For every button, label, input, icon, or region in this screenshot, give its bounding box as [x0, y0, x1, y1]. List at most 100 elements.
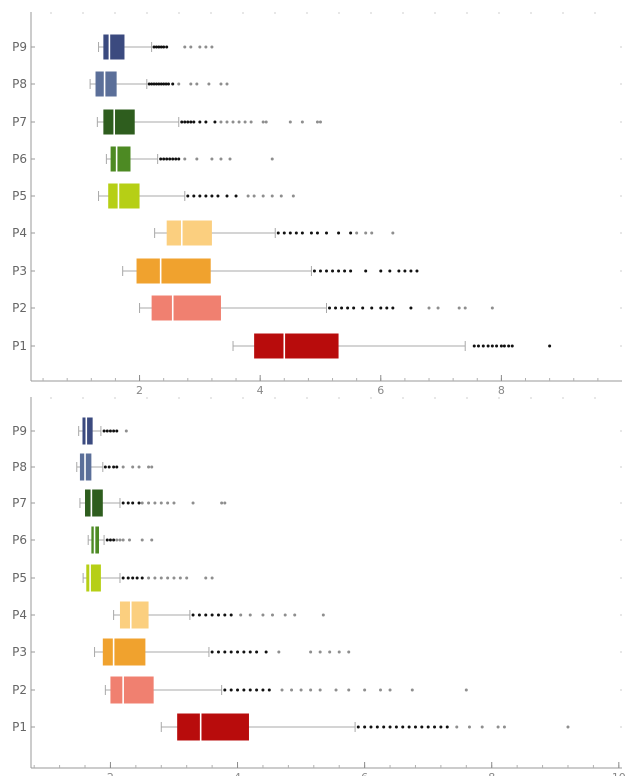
box-p8: P8	[12, 71, 229, 97]
outlier-point	[102, 429, 106, 433]
outlier-point	[370, 231, 374, 235]
outlier-point	[197, 613, 201, 617]
iqr-box	[166, 220, 212, 246]
outlier-point	[261, 613, 265, 617]
outlier-point	[401, 725, 405, 729]
outlier-point	[280, 688, 284, 692]
outlier-point	[347, 688, 351, 692]
outlier-point	[270, 157, 274, 161]
iqr-box	[95, 71, 117, 97]
outlier-point	[223, 688, 227, 692]
outlier-point	[436, 306, 440, 310]
box-p6: P6	[12, 146, 274, 172]
outlier-point	[312, 269, 316, 273]
iqr-box	[254, 333, 339, 359]
outlier-point	[242, 688, 246, 692]
outlier-point	[261, 688, 265, 692]
outlier-point	[496, 725, 500, 729]
outlier-point	[379, 269, 383, 273]
outlier-point	[147, 501, 151, 505]
category-label: P9	[12, 424, 27, 438]
outlier-point	[183, 45, 187, 49]
box-p4: P4	[12, 601, 325, 629]
outlier-point	[186, 194, 190, 198]
box-p1: P1	[12, 333, 552, 359]
outlier-point	[137, 465, 141, 469]
box-p6: P6	[12, 526, 154, 554]
outlier-point	[225, 194, 229, 198]
category-label: P2	[12, 301, 27, 315]
outlier-point	[375, 725, 379, 729]
outlier-point	[382, 725, 386, 729]
outlier-point	[261, 120, 265, 124]
outlier-point	[162, 82, 166, 86]
outlier-point	[510, 344, 514, 348]
outlier-point	[103, 465, 107, 469]
outlier-point	[204, 45, 208, 49]
outlier-point	[388, 688, 392, 692]
outlier-point	[248, 650, 252, 654]
iqr-box	[177, 713, 249, 741]
outlier-point	[315, 231, 319, 235]
chart-panel-1: 2 4 6 8 P9 P8 P7 P6 P5 P4 P3 P2 P1	[12, 12, 622, 397]
outlier-point	[147, 82, 151, 86]
outlier-point	[191, 613, 195, 617]
outlier-point	[288, 231, 292, 235]
outlier-point	[364, 269, 368, 273]
outlier-point	[486, 344, 490, 348]
x-tick-label: 10	[612, 771, 626, 776]
outlier-point	[270, 613, 274, 617]
outlier-point	[180, 120, 184, 124]
outlier-point	[216, 650, 220, 654]
category-label: P6	[12, 152, 27, 166]
outlier-point	[162, 157, 166, 161]
outlier-point	[165, 45, 169, 49]
outlier-point	[177, 82, 181, 86]
outlier-point	[270, 194, 274, 198]
outlier-point	[379, 306, 383, 310]
outlier-point	[225, 82, 229, 86]
outlier-point	[189, 82, 193, 86]
outlier-point	[164, 82, 168, 86]
outlier-point	[112, 429, 116, 433]
outlier-point	[210, 45, 214, 49]
outlier-point	[140, 501, 144, 505]
iqr-box	[86, 564, 101, 592]
outlier-point	[325, 269, 328, 273]
outlier-point	[150, 465, 154, 469]
outlier-point	[137, 501, 141, 505]
outlier-point	[507, 344, 511, 348]
outlier-point	[249, 120, 253, 124]
outlier-point	[154, 45, 158, 49]
outlier-point	[467, 725, 471, 729]
outlier-point	[410, 688, 414, 692]
outlier-point	[210, 194, 214, 198]
outlier-point	[183, 120, 187, 124]
outlier-point	[276, 231, 280, 235]
box-p8: P8	[12, 453, 154, 481]
outlier-point	[223, 613, 227, 617]
outlier-point	[252, 194, 256, 198]
x-tick-label: 2	[136, 384, 143, 397]
outlier-point	[153, 576, 157, 580]
outlier-point	[159, 45, 163, 49]
outlier-point	[121, 576, 125, 580]
outlier-point	[420, 725, 424, 729]
outlier-point	[108, 429, 112, 433]
outlier-point	[407, 725, 411, 729]
box-p9: P9	[12, 34, 214, 60]
outlier-point	[229, 650, 233, 654]
outlier-point	[219, 82, 223, 86]
outlier-point	[115, 465, 119, 469]
outlier-point	[177, 157, 181, 161]
outlier-point	[455, 725, 459, 729]
outlier-point	[171, 82, 175, 86]
outlier-point	[243, 120, 247, 124]
x-tick-label: 2	[107, 771, 114, 776]
outlier-point	[204, 194, 208, 198]
outlier-point	[321, 613, 325, 617]
outlier-point	[388, 269, 392, 273]
outlier-point	[309, 231, 313, 235]
box-p4: P4	[12, 220, 395, 246]
outlier-point	[189, 120, 193, 124]
